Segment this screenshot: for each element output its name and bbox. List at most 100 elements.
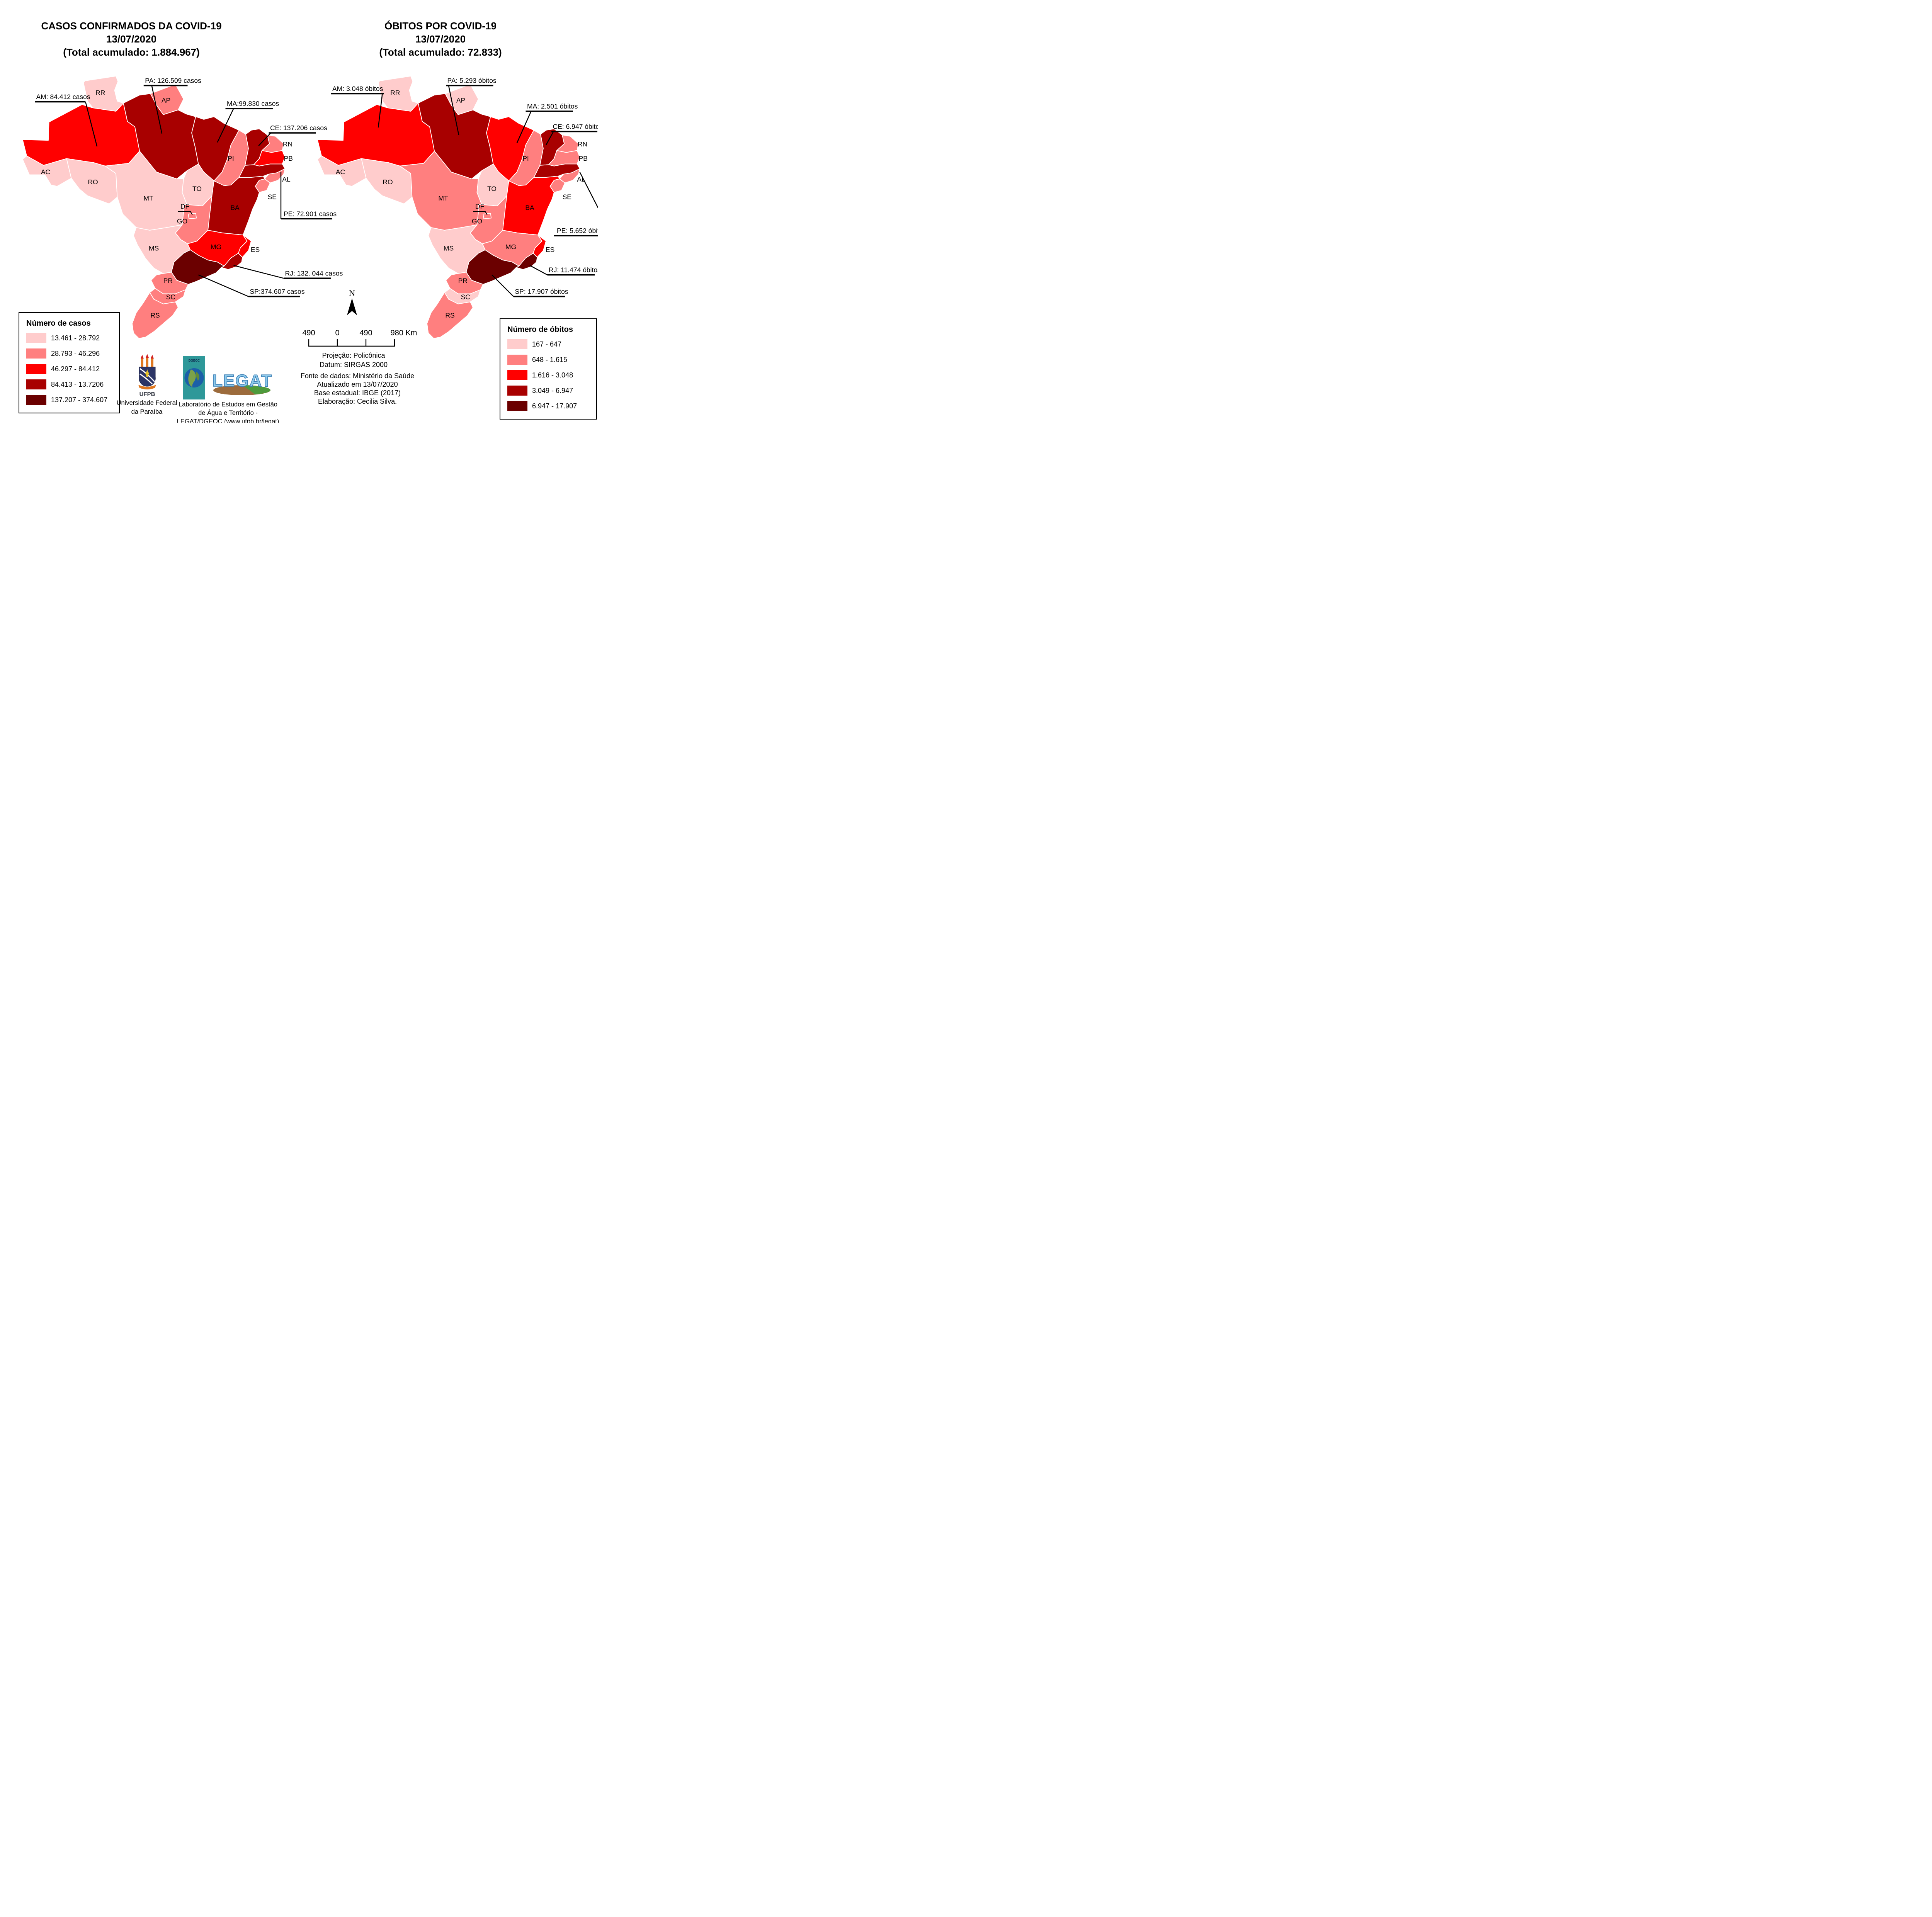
callout-label-PE: PE: 72.901 casos	[284, 210, 337, 218]
callout-label-SP: SP:374.607 casos	[250, 288, 305, 296]
legend-label-class2: 28.793 - 46.296	[51, 349, 100, 357]
df-leader-line	[178, 211, 193, 215]
source-line-4: Elaboração: Cecilia Silva.	[318, 398, 397, 405]
callout-line-CE	[258, 133, 271, 146]
legend-obitos: Número de óbitos 167 - 647 648 - 1.615 1…	[500, 318, 597, 420]
legend-swatch-class4	[507, 386, 527, 396]
state-label-PI: PI	[228, 155, 234, 162]
lab-name-line1: Laboratório de Estudos em Gestão	[179, 401, 277, 408]
state-RO	[66, 158, 118, 204]
scalebar-tick-0: 490	[303, 329, 315, 337]
left-title-line2: 13/07/2020	[106, 33, 157, 45]
north-arrow-icon	[347, 298, 357, 315]
state-label-TO: TO	[192, 185, 202, 193]
state-label-BA: BA	[230, 204, 240, 212]
legend-swatch-class2	[26, 348, 46, 359]
scale-bar: 490 0 490 980 Km	[303, 329, 417, 347]
legend-label-class2: 648 - 1.615	[532, 355, 568, 364]
state-AM	[317, 103, 435, 167]
state-label-SE: SE	[563, 193, 571, 201]
callout-line-MA	[217, 108, 234, 143]
projection-line: Projeção: Policônica	[322, 352, 385, 359]
legend-label-class4: 3.049 - 6.947	[532, 386, 573, 394]
state-label-AL: AL	[282, 175, 291, 183]
scalebar-tick-3: 980 Km	[391, 329, 417, 337]
lab-name-line2: de Água e Território -	[198, 410, 258, 416]
state-DF	[188, 213, 197, 219]
legend-swatch-class2	[507, 355, 527, 365]
state-label-MS: MS	[444, 245, 454, 252]
state-label-ES: ES	[546, 246, 554, 253]
legend-swatch-class5	[26, 395, 46, 405]
callout-line-PE	[579, 172, 598, 209]
state-AM	[22, 103, 140, 167]
scalebar-tick-2: 490	[359, 329, 372, 337]
callout-line-CE	[545, 131, 554, 146]
legend-row: 28.793 - 46.296	[19, 346, 119, 361]
callout-label-CE: CE: 137.206 casos	[270, 124, 327, 132]
data-source-info: Fonte de dados: Ministério da Saúde Atua…	[290, 372, 425, 406]
legend-row: 1.616 - 3.048	[500, 367, 596, 383]
dgeoc-logo-text: DGEOC	[189, 359, 200, 362]
legend-obitos-title: Número de óbitos	[507, 325, 573, 334]
callout-line-RJ	[529, 265, 548, 275]
callout-line-MA	[516, 111, 532, 143]
right-title-line2: 13/07/2020	[415, 33, 466, 45]
map-obitos-brazil: RR AP AC RO MT TO PI RN PB AL SE BA GO DF MS MG ES PR SC RS…	[317, 76, 598, 339]
state-SP	[171, 249, 224, 285]
legend-row: 167 - 647	[500, 336, 596, 352]
state-label-RR: RR	[390, 89, 400, 97]
legend-label-class1: 167 - 647	[532, 340, 562, 348]
callout-line-PA	[448, 85, 459, 135]
state-label-GO: GO	[177, 218, 187, 225]
datum-line: Datum: SIRGAS 2000	[319, 361, 388, 369]
state-label-RN: RN	[283, 140, 293, 148]
state-label-RO: RO	[383, 178, 393, 186]
state-BA	[502, 176, 560, 236]
lab-name-line3: LEGAT/DGEOC (www.ufpb.br/legat)	[177, 418, 279, 423]
legend-label-class3: 46.297 - 84.412	[51, 365, 100, 373]
map-casos-brazil: RR AP AC RO MT TO PI RN PB AL SE BA GO DF MS MG ES PR SC RS…	[22, 76, 343, 339]
ufpb-name-line1: Universidade Federal	[116, 399, 177, 406]
legend-row: 137.207 - 374.607	[19, 392, 119, 408]
state-label-PB: PB	[579, 155, 588, 162]
state-label-SC: SC	[461, 293, 470, 301]
legend-casos-title: Número de casos	[26, 319, 91, 328]
scalebar-tick-1: 0	[335, 329, 339, 337]
right-title-line3: (Total acumulado: 72.833)	[379, 46, 502, 58]
legend-swatch-class4	[26, 379, 46, 389]
ufpb-logo	[138, 354, 156, 389]
state-label-PB: PB	[284, 155, 293, 162]
callout-line-AM	[378, 93, 383, 128]
state-label-PI: PI	[522, 155, 529, 162]
state-AC	[317, 155, 367, 187]
legend-swatch-class1	[507, 339, 527, 349]
legend-label-class1: 13.461 - 28.792	[51, 334, 100, 342]
legend-row: 6.947 - 17.907	[500, 398, 596, 414]
legat-logo: LEGAT	[212, 371, 272, 395]
callout-label-PE: PE: 5.652 óbitos	[557, 227, 598, 235]
callout-line-SP	[492, 274, 514, 297]
ufpb-name: Universidade Federal da Paraíba	[112, 399, 182, 416]
state-label-DF: DF	[180, 202, 189, 210]
state-label-RS: RS	[445, 311, 454, 319]
right-map-title: ÓBITOS POR COVID-19 13/07/2020 (Total ac…	[328, 19, 553, 59]
state-RS	[132, 292, 179, 339]
state-label-ES: ES	[251, 246, 260, 253]
state-label-RO: RO	[88, 178, 98, 186]
state-label-MG: MG	[505, 243, 516, 251]
legend-row: 648 - 1.615	[500, 352, 596, 367]
north-arrow: N	[342, 289, 362, 319]
callout-line-RJ	[233, 265, 284, 279]
right-title-line1: ÓBITOS POR COVID-19	[384, 20, 497, 32]
state-label-RR: RR	[95, 89, 105, 97]
callout-label-PA: PA: 126.509 casos	[145, 77, 201, 85]
dgeoc-logo: DGEOC	[183, 356, 205, 399]
state-RS	[427, 292, 473, 339]
state-label-AL: AL	[577, 175, 585, 183]
callout-label-MA: MA:99.830 casos	[227, 100, 279, 107]
state-label-MS: MS	[149, 245, 159, 252]
callout-label-SP: SP: 17.907 óbitos	[515, 288, 568, 296]
callout-line-AM	[85, 102, 98, 147]
legend-swatch-class3	[26, 364, 46, 374]
